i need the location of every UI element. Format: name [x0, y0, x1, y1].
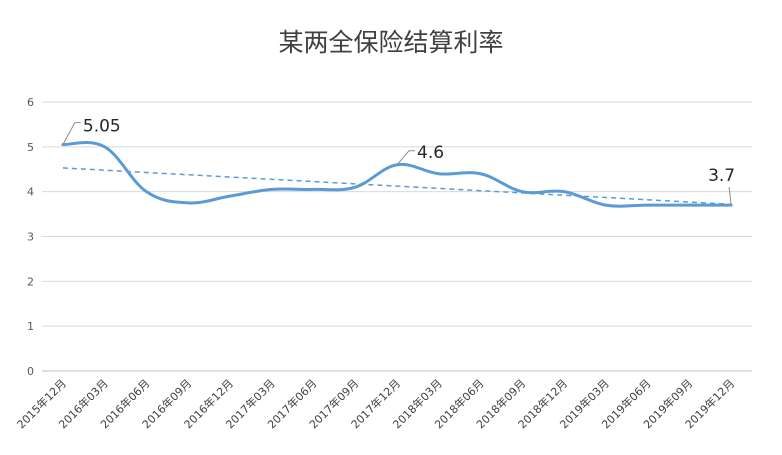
- label-leader: [728, 187, 732, 206]
- data-label: 5.05: [83, 117, 121, 137]
- y-tick-label: 5: [27, 141, 34, 154]
- chart-title: 某两全保险结算利率: [278, 28, 503, 57]
- trendline: [62, 167, 732, 206]
- y-tick-label: 4: [27, 186, 34, 199]
- y-tick-label: 6: [27, 96, 34, 109]
- y-tick-label: 1: [27, 320, 34, 333]
- series-line: [61, 141, 733, 208]
- label-leader: [62, 122, 81, 145]
- y-axis-ticks: 0 1 2 3 4 5 6: [27, 96, 34, 378]
- data-labels: 5.05 4.6 3.7: [62, 117, 735, 206]
- data-label: 3.7: [708, 166, 735, 186]
- y-tick-label: 2: [27, 275, 34, 288]
- y-tick-label: 3: [27, 231, 34, 244]
- trendline-path: [62, 167, 732, 206]
- y-tick-label: 0: [27, 365, 34, 378]
- label-leader: [396, 150, 415, 166]
- series-path: [61, 141, 733, 208]
- grid-lines: [42, 101, 752, 372]
- data-label: 4.6: [417, 143, 444, 163]
- x-axis-ticks: 2015年12月2016年03月2016年06月2016年09月2016年12月…: [14, 376, 737, 431]
